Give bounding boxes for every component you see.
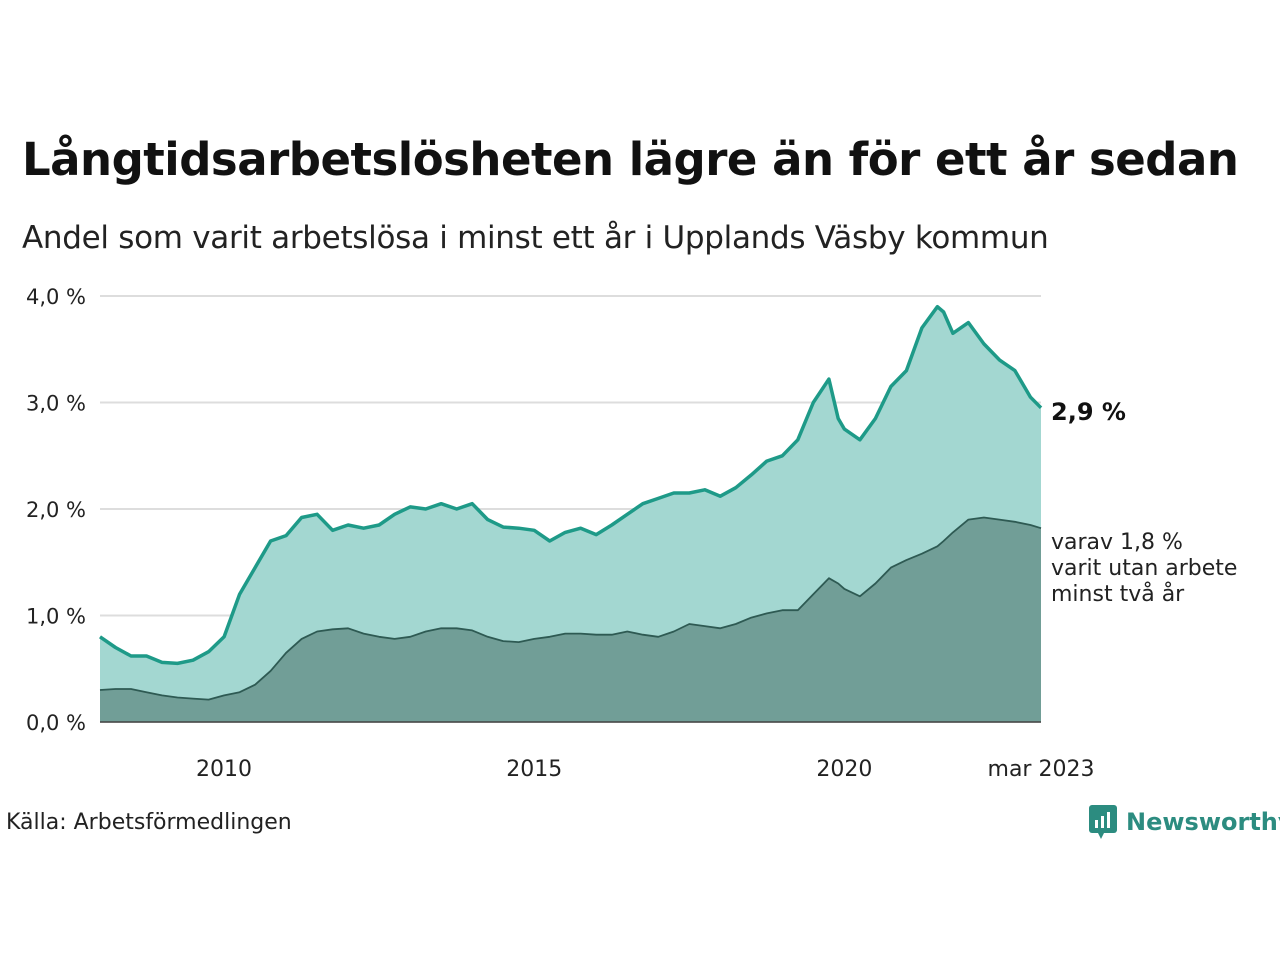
- x-tick-label: mar 2023: [988, 757, 1095, 782]
- series-2-line: [99, 516, 1042, 701]
- brand-logo[interactable]: Newsworthy: [1088, 804, 1280, 840]
- chart-subtitle: Andel som varit arbetslösa i minst ett å…: [22, 220, 1049, 256]
- y-tick-label: 3,0 %: [26, 392, 86, 416]
- series-2-area: [100, 517, 1041, 722]
- y-tick-label: 4,0 %: [26, 285, 86, 309]
- x-tick-label: 2015: [506, 757, 562, 782]
- x-tick-label: 2010: [196, 757, 252, 782]
- series-2-end-label: varav 1,8 %: [1051, 530, 1183, 555]
- series-1-line: [99, 304, 1043, 666]
- series-2-end-label: varit utan arbete: [1051, 556, 1237, 581]
- x-tick-label: 2020: [816, 757, 872, 782]
- series-2-end-label: minst två år: [1051, 581, 1185, 607]
- chart-title: Långtidsarbetslösheten lägre än för ett …: [22, 133, 1239, 186]
- source-note: Källa: Arbetsförmedlingen: [6, 810, 292, 835]
- brand-name: Newsworthy: [1126, 808, 1280, 836]
- series-1-end-label: 2,9 %: [1051, 398, 1126, 426]
- y-tick-label: 0,0 %: [26, 711, 86, 735]
- y-tick-label: 2,0 %: [26, 498, 86, 522]
- newsworthy-logo-icon: [1089, 805, 1117, 839]
- y-tick-label: 1,0 %: [26, 605, 86, 629]
